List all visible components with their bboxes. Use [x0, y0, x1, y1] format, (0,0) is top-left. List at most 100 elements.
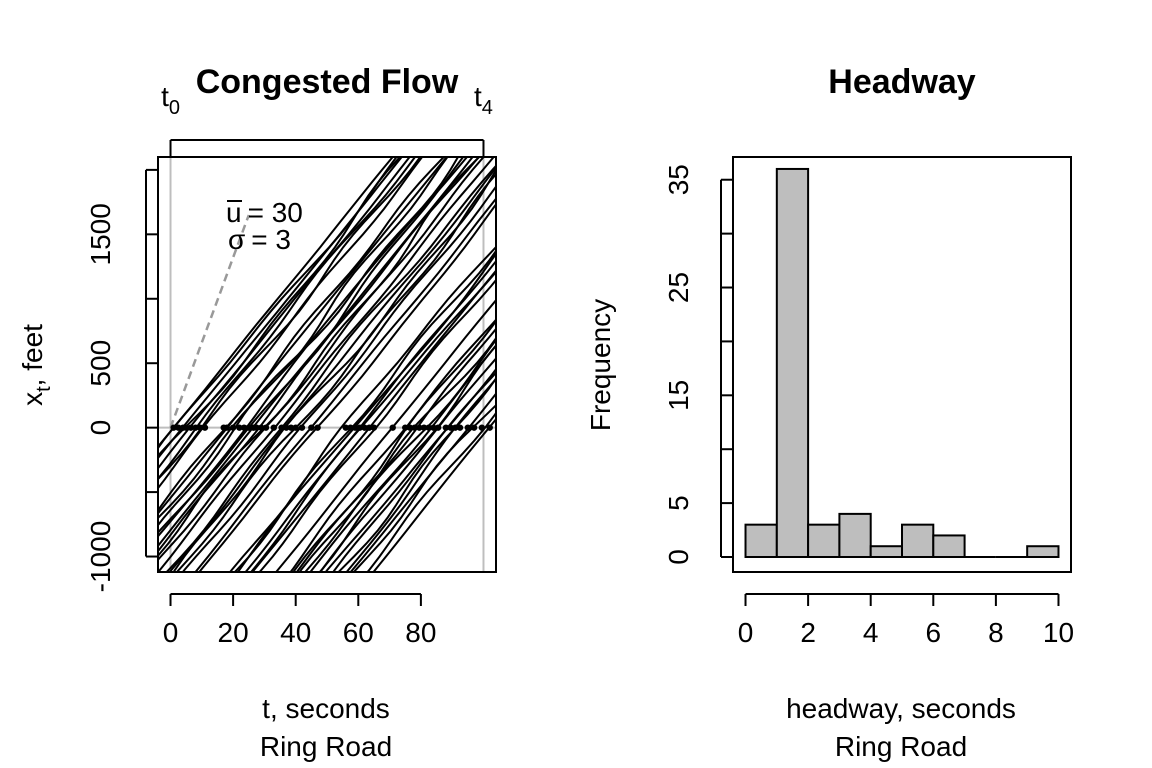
crossing-point: [308, 424, 315, 431]
svg-text:xt, feet: xt, feet: [17, 324, 55, 406]
crossing-point: [425, 424, 432, 431]
crossing-point: [187, 424, 195, 431]
vehicle-trajectory: [158, 157, 422, 481]
leading-trajectory: [169, 214, 250, 429]
vehicle-trajectory: [165, 164, 496, 572]
crossing-point: [283, 424, 290, 431]
crossing-point: [253, 424, 260, 431]
sigma-symbol: σ: [228, 224, 245, 255]
crossing-point: [278, 424, 285, 431]
mean-symbol: u: [226, 197, 242, 228]
vehicle-trajectory: [158, 157, 424, 490]
crossing-point: [402, 424, 409, 431]
left-axes: 0 20 40 60 80 -1000 0 500 1500 t0 t4: [85, 81, 493, 648]
left-x-tick-label: 40: [280, 617, 311, 648]
crossing-point: [389, 424, 396, 431]
crossing-point: [434, 424, 442, 431]
crossing-point: [245, 424, 252, 431]
crossing-point: [292, 424, 299, 431]
right-x-tick-label: 2: [800, 617, 816, 648]
histogram-bar: [1026, 545, 1060, 558]
right-y-tick-label: 0: [663, 549, 694, 565]
crossing-point: [464, 424, 472, 431]
vehicle-trajectory: [233, 249, 496, 572]
crossing-point: [175, 424, 182, 431]
left-y-label-main: x: [17, 392, 48, 406]
annotation-mean: u = 30: [226, 197, 303, 228]
crossing-point: [442, 424, 450, 431]
left-plot-frame: [157, 156, 497, 573]
right-x-axis-label: headway, seconds: [786, 693, 1016, 724]
vehicle-trajectory: [175, 172, 496, 572]
vehicle-trajectory: [158, 157, 411, 470]
right-y-tick-label: 25: [663, 272, 694, 303]
crossing-point: [366, 424, 373, 431]
crossing-point: [298, 424, 306, 431]
svg-text:u= 30: u = 30: [226, 197, 303, 228]
vehicle-trajectory: [158, 157, 448, 515]
vehicle-trajectory: [274, 298, 496, 572]
left-y-label-rest: , feet: [17, 324, 48, 386]
vehicle-trajectory: [345, 377, 496, 572]
crossing-point: [197, 424, 204, 431]
vehicle-trajectory: [249, 270, 496, 572]
left-title: Congested Flow: [196, 63, 459, 101]
crossing-point: [270, 424, 277, 431]
vehicle-trajectory: [319, 357, 496, 572]
crossing-point: [430, 424, 437, 431]
crossing-point: [361, 424, 368, 431]
top-tick-label: t4: [474, 81, 493, 119]
histogram-bar: [744, 523, 778, 559]
vehicle-trajectory: [158, 157, 481, 558]
left-y-tick-label: -1000: [85, 521, 116, 593]
trajectory-plot-area: [158, 157, 496, 572]
right-y-tick-label: 15: [663, 380, 694, 411]
crossing-point: [170, 424, 177, 431]
right-sublabel: Ring Road: [835, 731, 967, 762]
vehicle-trajectory: [172, 168, 496, 572]
crossing-point: [223, 424, 231, 431]
left-sublabel: Ring Road: [260, 731, 392, 762]
histogram-plot-area: [744, 167, 1060, 559]
vehicle-trajectory: [158, 157, 469, 538]
crossing-point: [452, 424, 459, 431]
left-y-axis-label: xt, feet: [17, 324, 55, 406]
left-x-axis-label: t, seconds: [262, 693, 390, 724]
crossing-point: [478, 424, 486, 431]
histogram-bar: [869, 545, 903, 558]
right-x-tick-label: 0: [738, 617, 754, 648]
headway-panel: 0 2 4 6 8 10 0 5 15 25 35 Headway headway, seconds…: [585, 63, 1074, 762]
crossing-point: [287, 424, 295, 431]
vehicle-trajectory: [251, 269, 496, 572]
histogram-bar: [775, 167, 810, 558]
vehicle-trajectory: [228, 245, 496, 572]
right-y-axis-label: Frequency: [585, 299, 616, 431]
vehicle-trajectory: [318, 344, 496, 572]
vehicle-trajectory: [366, 411, 496, 572]
right-x-tick-label: 6: [926, 617, 942, 648]
right-axes: 0 2 4 6 8 10 0 5 15 25 35: [663, 164, 1074, 648]
crossing-point: [342, 424, 349, 431]
crossing-point: [258, 424, 265, 431]
right-plot-frame: [732, 156, 1072, 573]
crossing-point: [411, 424, 418, 431]
left-x-tick-label: 80: [405, 617, 436, 648]
vehicle-trajectory: [372, 417, 496, 572]
vehicle-trajectory: [158, 157, 495, 572]
vehicle-trajectory: [194, 197, 496, 572]
top-tick-label: t0: [161, 81, 180, 119]
crossing-point: [236, 424, 243, 431]
crossing-point: [406, 424, 414, 431]
left-y-tick-label: 500: [85, 340, 116, 387]
left-y-label-sub: t: [33, 386, 55, 392]
left-x-tick-label: 60: [343, 617, 374, 648]
crossing-point: [182, 424, 190, 431]
crossing-point: [262, 424, 270, 431]
crossing-point: [370, 424, 378, 431]
vehicle-trajectory: [158, 157, 394, 449]
crossing-point: [192, 424, 199, 431]
left-x-tick-label: 0: [163, 617, 179, 648]
crossing-point: [420, 424, 428, 431]
